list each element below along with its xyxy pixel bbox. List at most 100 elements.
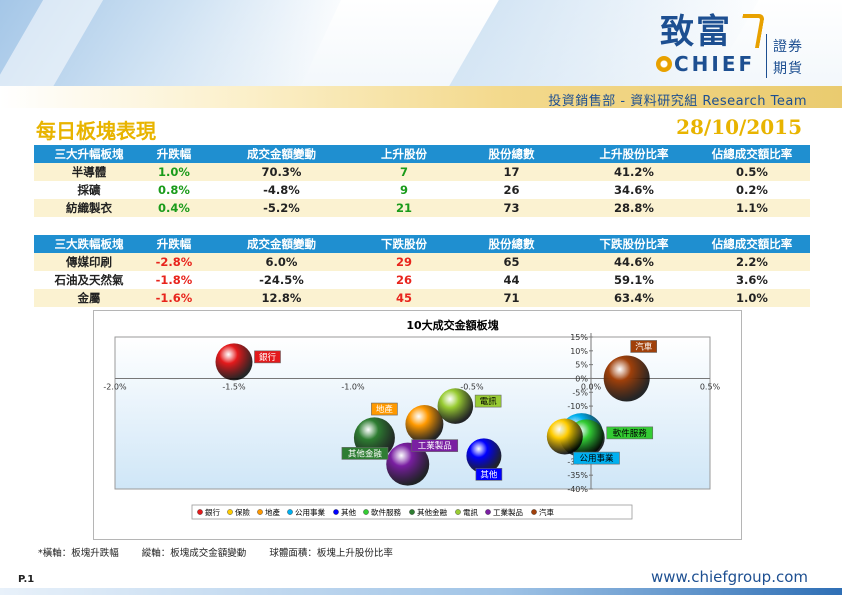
bubble-label-box [341,447,389,460]
turnover-share: 0.2% [694,181,810,199]
table-row: 半導體 1.0% 70.3% 7 17 41.2% 0.5% [34,163,810,181]
y-tick-label: -10% [567,402,588,411]
total-count: 44 [449,271,574,289]
rising-count: 21 [359,199,449,217]
rising-ratio: 34.6% [574,181,694,199]
y-tick-label: 5% [575,361,588,370]
turnover-share: 0.5% [694,163,810,181]
falling-count: 26 [359,271,449,289]
column-header: 下跌股份 [359,235,449,253]
column-header: 三大升幅板塊 [34,145,144,163]
bubble-label: 銀行 [259,352,277,363]
legend-label: 工業製品 [493,507,523,517]
change-pct: -1.6% [144,289,204,307]
bubble-地產 [405,405,444,444]
sector-name: 石油及天然氣 [34,271,144,289]
legend-label: 汽車 [539,507,554,517]
logo-sub-futures: 期貨 [773,61,803,77]
logo-chinese-text: 致富 [660,12,732,52]
legend-label: 其他 [341,507,356,517]
bubble-汽車 [603,355,650,402]
turnover-change: 6.0% [204,253,359,271]
bubble-電訊 [437,388,474,424]
top-gainers-table: 三大升幅板塊 升跌幅 成交金額變動 上升股份 股份總數 上升股份比率 佔總成交額… [34,145,810,217]
table-row: 傳媒印刷 -2.8% 6.0% 29 65 44.6% 2.2% [34,253,810,271]
footnote-x-axis: *橫軸：板塊升跌幅 [38,548,119,559]
y-tick-label: 10% [570,347,588,356]
turnover-share: 1.1% [694,199,810,217]
logo-coin-icon [656,56,672,72]
bubble-label: 公用事業 [579,453,614,464]
bubble-保險 [546,418,583,455]
legend-marker [197,509,203,515]
bubble-其他 [466,438,502,474]
bubble-label: 其他金融 [348,448,383,459]
bubble-label-box [371,402,398,416]
turnover-share: 3.6% [694,271,810,289]
column-header: 股份總數 [449,145,574,163]
column-header: 上升股份比率 [574,145,694,163]
sector-name: 紡織製衣 [34,199,144,217]
table-header-row: 三大跌幅板塊 升跌幅 成交金額變動 下跌股份 股份總數 下跌股份比率 佔總成交額… [34,235,810,253]
column-header: 下跌股份比率 [574,235,694,253]
turnover-change: -5.2% [204,199,359,217]
y-tick-label: 0% [575,374,588,383]
column-header: 升跌幅 [144,235,204,253]
sector-name: 採礦 [34,181,144,199]
bubble-label-box [254,350,281,364]
chief-logo: 致富 CHIEF 證券 期貨 [648,4,828,84]
column-header: 升跌幅 [144,145,204,163]
table-row: 石油及天然氣 -1.8% -24.5% 26 44 59.1% 3.6% [34,271,810,289]
falling-ratio: 63.4% [574,289,694,307]
bubble-label: 電訊 [480,396,498,407]
page-title: 每日板塊表現 [36,119,156,143]
bubble-銀行 [215,343,253,381]
page-number: P.1 [18,574,35,585]
bubble-label-box [606,426,654,440]
chart-title: 10大成交金額板塊 [406,318,498,332]
table-row: 採礦 0.8% -4.8% 9 26 34.6% 0.2% [34,181,810,199]
chart-footnote: *橫軸：板塊升跌幅 縱軸：板塊成交金額變動 球體面積：板塊上升股份比率 [38,545,413,559]
column-header: 三大跌幅板塊 [34,235,144,253]
y-tick-label: 15% [570,333,588,342]
bubble-label: 地產 [376,404,394,415]
total-count: 73 [449,199,574,217]
bubble-工業製品 [386,442,430,486]
table-header-row: 三大升幅板塊 升跌幅 成交金額變動 上升股份 股份總數 上升股份比率 佔總成交額… [34,145,810,163]
table-row: 紡織製衣 0.4% -5.2% 21 73 28.8% 1.1% [34,199,810,217]
bubble-label-box [475,468,503,481]
website-link[interactable]: www.chiefgroup.com [651,568,808,586]
bubble-label: 軟件服務 [613,428,648,439]
x-tick-label: -2.0% [103,382,127,391]
x-tick-label: -1.0% [341,382,365,391]
top-losers-table: 三大跌幅板塊 升跌幅 成交金額變動 下跌股份 股份總數 下跌股份比率 佔總成交額… [34,235,810,307]
rising-count: 9 [359,181,449,199]
logo-sub-securities: 證券 [773,39,803,55]
y-tick-label: -40% [567,485,588,494]
x-tick-label: -1.5% [222,382,246,391]
footnote-y-axis: 縱軸：板塊成交金額變動 [141,548,247,559]
change-pct: 0.4% [144,199,204,217]
falling-ratio: 44.6% [574,253,694,271]
change-pct: -1.8% [144,271,204,289]
legend-label: 地產 [265,507,280,517]
total-count: 71 [449,289,574,307]
total-count: 17 [449,163,574,181]
legend-marker [257,509,263,515]
falling-ratio: 59.1% [574,271,694,289]
legend-marker [409,509,415,515]
column-header: 上升股份 [359,145,449,163]
logo-arrow-icon [737,14,765,48]
page-date: 28/10/2015 [676,115,802,139]
sector-name: 半導體 [34,163,144,181]
bubble-chart-svg: 10大成交金額板塊 -2.0% -1.5% -1.0% -0.5% 0.0% 0.5% 15%… [103,318,721,520]
change-pct: -2.8% [144,253,204,271]
turnover-change: 12.8% [204,289,359,307]
column-header: 佔總成交額比率 [694,145,810,163]
header-gold-bar [0,86,842,108]
legend-label: 軟件服務 [371,507,401,517]
department-label: 投資銷售部 - 資料研究組 Research Team [548,94,807,109]
table-row: 金屬 -1.6% 12.8% 45 71 63.4% 1.0% [34,289,810,307]
bubble-label-box [573,451,620,465]
legend-label: 其他金融 [417,507,447,517]
